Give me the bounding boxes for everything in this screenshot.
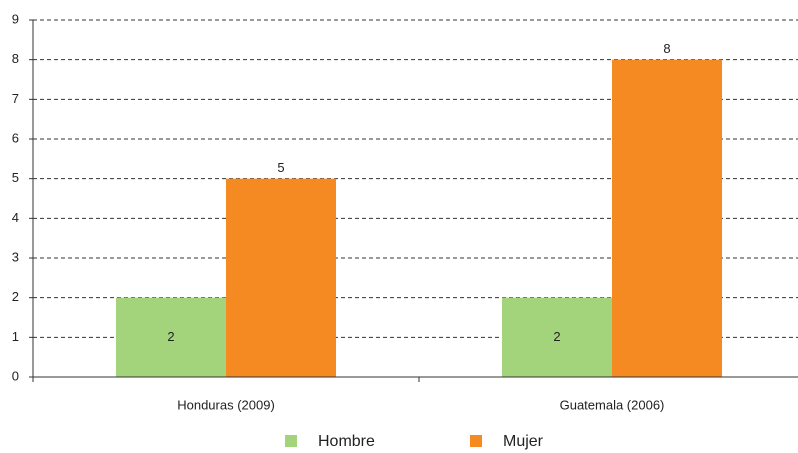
legend-swatch <box>470 435 482 447</box>
y-tick-label: 2 <box>12 289 19 304</box>
legend-label: Hombre <box>318 433 375 450</box>
legend-swatch <box>285 435 297 447</box>
bar <box>612 59 722 378</box>
bar <box>116 297 226 377</box>
data-label: 5 <box>277 160 284 175</box>
bar <box>226 178 336 377</box>
y-tick-label: 6 <box>12 130 19 145</box>
y-tick-label: 1 <box>12 329 19 344</box>
y-tick-label: 0 <box>12 368 19 383</box>
data-label: 2 <box>167 329 174 344</box>
data-label: 2 <box>553 329 560 344</box>
y-tick-label: 4 <box>12 210 19 225</box>
x-tick-label: Guatemala (2006) <box>560 397 665 412</box>
x-tick-label: Honduras (2009) <box>177 397 275 412</box>
bar <box>502 297 612 377</box>
y-tick-label: 8 <box>12 51 19 66</box>
data-label: 8 <box>663 41 670 56</box>
legend-label: Mujer <box>503 433 544 450</box>
y-tick-label: 9 <box>12 11 19 26</box>
y-tick-label: 5 <box>12 170 19 185</box>
y-tick-label: 3 <box>12 249 19 264</box>
y-tick-label: 7 <box>12 91 19 106</box>
